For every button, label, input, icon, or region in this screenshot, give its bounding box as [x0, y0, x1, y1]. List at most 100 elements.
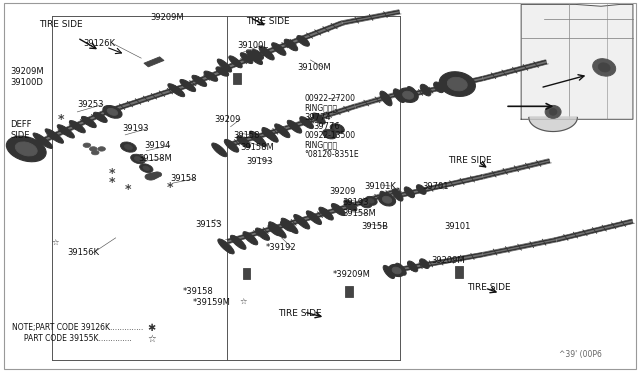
Ellipse shape — [382, 196, 392, 203]
Ellipse shape — [392, 189, 403, 201]
Text: 39158M: 39158M — [240, 142, 274, 151]
Ellipse shape — [398, 88, 418, 102]
Ellipse shape — [250, 132, 262, 143]
Ellipse shape — [216, 67, 228, 76]
Text: 39209: 39209 — [214, 115, 241, 124]
Ellipse shape — [134, 157, 141, 161]
Ellipse shape — [224, 140, 239, 152]
Ellipse shape — [383, 265, 395, 279]
Text: 39193: 39193 — [246, 157, 273, 166]
Ellipse shape — [237, 136, 250, 148]
Text: *: * — [58, 113, 65, 126]
Text: DEFF: DEFF — [10, 121, 32, 129]
Text: PART CODE 39155K..............: PART CODE 39155K.............. — [12, 334, 132, 343]
Circle shape — [98, 147, 106, 151]
Polygon shape — [521, 4, 633, 119]
Text: 39100M: 39100M — [298, 63, 332, 72]
Ellipse shape — [6, 136, 46, 162]
Text: *: * — [109, 167, 116, 180]
Polygon shape — [144, 57, 164, 67]
Ellipse shape — [230, 235, 246, 249]
Text: 3915B: 3915B — [362, 222, 388, 231]
Text: TIRE SIDE: TIRE SIDE — [39, 20, 83, 29]
Ellipse shape — [378, 193, 396, 206]
Text: TIRE SIDE: TIRE SIDE — [467, 283, 511, 292]
Text: 39101K: 39101K — [365, 182, 397, 190]
Ellipse shape — [417, 185, 426, 194]
Polygon shape — [456, 266, 463, 278]
Ellipse shape — [312, 113, 325, 124]
Text: 39253: 39253 — [77, 100, 104, 109]
Ellipse shape — [447, 77, 467, 91]
Text: TIRE SIDE: TIRE SIDE — [246, 17, 290, 26]
Ellipse shape — [246, 50, 262, 64]
Text: RINGリング: RINGリング — [304, 104, 337, 113]
Ellipse shape — [240, 53, 253, 64]
Ellipse shape — [380, 91, 392, 106]
Circle shape — [153, 172, 162, 177]
Ellipse shape — [407, 87, 418, 99]
Text: *: * — [166, 182, 173, 194]
Circle shape — [145, 173, 157, 180]
Ellipse shape — [243, 232, 258, 245]
Ellipse shape — [332, 203, 345, 215]
Text: 39100L: 39100L — [237, 41, 268, 50]
Text: ☆: ☆ — [148, 334, 156, 344]
Text: 39701: 39701 — [422, 182, 449, 190]
Text: ^39' (00P6: ^39' (00P6 — [559, 350, 602, 359]
Ellipse shape — [15, 142, 37, 156]
Text: 39158: 39158 — [234, 131, 260, 141]
Ellipse shape — [365, 196, 377, 205]
Ellipse shape — [396, 263, 406, 275]
Ellipse shape — [33, 133, 52, 148]
Text: 39193: 39193 — [122, 124, 148, 133]
Text: 39158M: 39158M — [342, 209, 376, 218]
Ellipse shape — [275, 124, 290, 138]
Circle shape — [92, 150, 99, 155]
Circle shape — [149, 173, 159, 179]
Text: 39194: 39194 — [145, 141, 171, 150]
Ellipse shape — [368, 199, 374, 203]
Ellipse shape — [93, 112, 108, 122]
Text: 39153: 39153 — [195, 221, 222, 230]
Polygon shape — [345, 286, 353, 297]
Ellipse shape — [204, 71, 218, 81]
Ellipse shape — [287, 120, 301, 133]
Ellipse shape — [545, 105, 561, 118]
Ellipse shape — [294, 215, 310, 229]
Ellipse shape — [380, 191, 392, 205]
Ellipse shape — [107, 108, 118, 115]
Text: 39158: 39158 — [170, 174, 196, 183]
Text: 39126K: 39126K — [84, 39, 116, 48]
Polygon shape — [529, 118, 577, 132]
Text: 00922-27200: 00922-27200 — [304, 94, 355, 103]
Ellipse shape — [360, 199, 372, 208]
Ellipse shape — [192, 75, 207, 86]
Ellipse shape — [255, 228, 269, 240]
Text: 39209: 39209 — [330, 187, 356, 196]
Text: ☆: ☆ — [51, 239, 59, 248]
Text: 39776: 39776 — [314, 122, 340, 131]
Ellipse shape — [45, 129, 63, 143]
Ellipse shape — [408, 261, 418, 272]
Text: *: * — [109, 176, 116, 189]
Ellipse shape — [439, 72, 476, 96]
Text: ✱: ✱ — [148, 323, 156, 333]
Ellipse shape — [168, 84, 185, 97]
Circle shape — [90, 147, 97, 151]
Ellipse shape — [403, 91, 413, 99]
Text: *39159M: *39159M — [192, 298, 230, 307]
Text: SIDE: SIDE — [10, 131, 30, 141]
Ellipse shape — [120, 142, 136, 152]
Ellipse shape — [388, 264, 405, 276]
Ellipse shape — [280, 221, 293, 231]
Ellipse shape — [228, 56, 242, 68]
Ellipse shape — [262, 128, 278, 142]
Text: 39101: 39101 — [445, 222, 471, 231]
Ellipse shape — [124, 145, 132, 150]
Text: TIRE SIDE: TIRE SIDE — [448, 155, 492, 164]
Ellipse shape — [392, 267, 401, 274]
Ellipse shape — [212, 143, 227, 157]
Text: RINGリング: RINGリング — [304, 141, 337, 150]
Ellipse shape — [284, 39, 298, 51]
